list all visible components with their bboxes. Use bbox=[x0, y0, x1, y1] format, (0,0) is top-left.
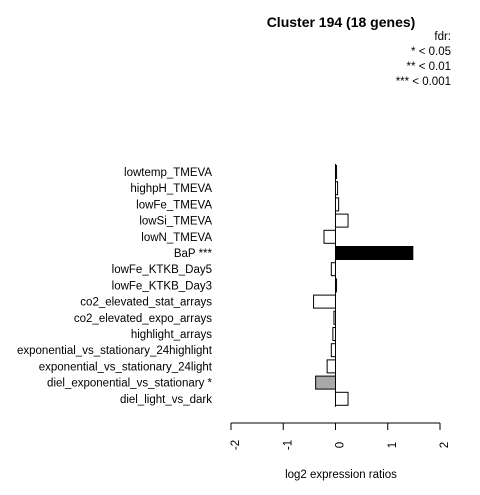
x-axis: -2 -1 0 1 2 bbox=[230, 422, 451, 450]
legend-entry-fdr-001: ** < 0.01 bbox=[407, 61, 451, 73]
bar bbox=[323, 229, 337, 244]
x-tick-label: -2 bbox=[230, 440, 242, 450]
category-label: co2_elevated_stat_arrays bbox=[80, 297, 212, 309]
bar bbox=[335, 391, 349, 406]
category-label: highpH_TMEVA bbox=[130, 183, 212, 195]
bar bbox=[330, 262, 337, 277]
bar bbox=[330, 343, 337, 358]
bar bbox=[315, 375, 336, 390]
category-label: lowFe_KTKB_Day5 bbox=[112, 264, 212, 276]
legend-entry-fdr-005: * < 0.05 bbox=[411, 46, 451, 58]
category-label: exponential_vs_stationary_24highlight bbox=[17, 345, 213, 357]
bar bbox=[313, 294, 336, 309]
category-label: diel_exponential_vs_stationary * bbox=[47, 378, 212, 390]
category-label: lowFe_TMEVA bbox=[136, 199, 212, 211]
legend: fdr: * < 0.05 ** < 0.01 *** < 0.001 bbox=[396, 31, 451, 88]
bar bbox=[335, 246, 414, 260]
legend-title: fdr: bbox=[434, 31, 451, 43]
category-label: exponential_vs_stationary_24light bbox=[39, 361, 213, 373]
category-label: lowFe_KTKB_Day3 bbox=[112, 280, 212, 292]
category-label: highlight_arrays bbox=[131, 329, 212, 341]
category-label: lowN_TMEVA bbox=[141, 232, 212, 244]
category-label: lowtemp_TMEVA bbox=[124, 167, 212, 179]
category-labels: lowtemp_TMEVA highpH_TMEVA lowFe_TMEVA lowS… bbox=[17, 167, 213, 406]
category-label: lowSi_TMEVA bbox=[139, 216, 212, 228]
x-tick-label: 2 bbox=[439, 442, 451, 448]
chart-title: Cluster 194 (18 genes) bbox=[267, 14, 416, 30]
category-label: diel_light_vs_dark bbox=[120, 394, 212, 406]
x-tick-label: 1 bbox=[387, 442, 399, 448]
category-label: co2_elevated_expo_arrays bbox=[74, 313, 212, 325]
x-tick-label: 0 bbox=[335, 442, 347, 448]
category-label: BaP *** bbox=[174, 248, 213, 260]
bar bbox=[335, 213, 349, 228]
x-tick-label: -1 bbox=[282, 440, 294, 450]
bar bbox=[326, 359, 337, 374]
x-axis-label: log2 expression ratios bbox=[285, 469, 397, 481]
legend-entry-fdr-0001: *** < 0.001 bbox=[396, 76, 451, 88]
bars bbox=[313, 165, 414, 406]
